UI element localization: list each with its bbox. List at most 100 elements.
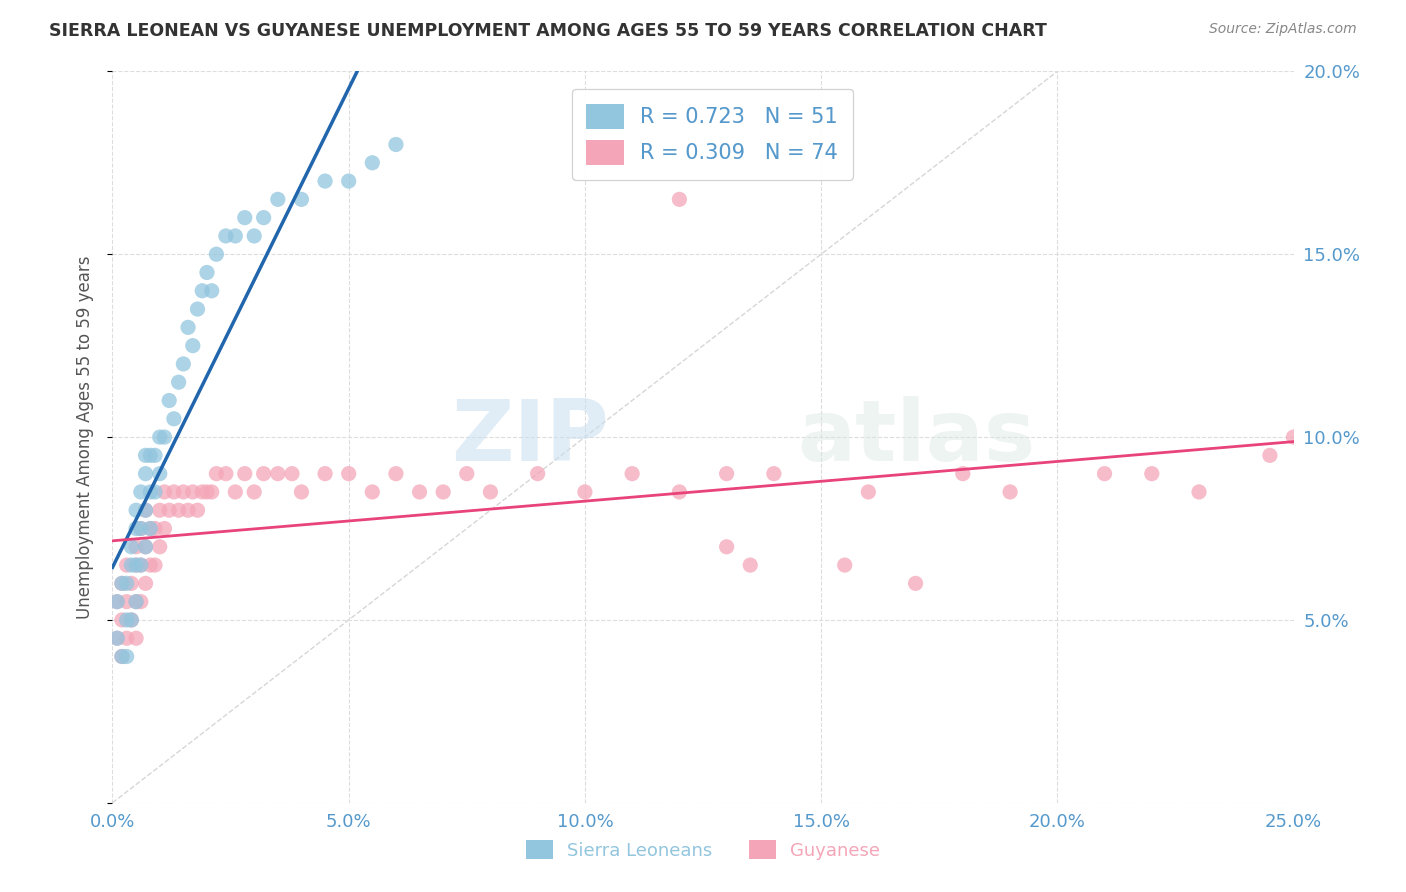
Point: [215, 467, 238, 481]
Point: [111, 649, 134, 664]
Point: [314, 174, 336, 188]
Legend: R = 0.723   N = 51, R = 0.309   N = 74: R = 0.723 N = 51, R = 0.309 N = 74: [572, 89, 853, 179]
Point: [105, 632, 128, 646]
Point: [129, 485, 152, 500]
Point: [149, 430, 172, 444]
Point: [243, 229, 266, 244]
Point: [111, 576, 134, 591]
Point: [172, 357, 194, 371]
Point: [858, 485, 880, 500]
Point: [456, 467, 478, 481]
Point: [574, 485, 596, 500]
Point: [111, 649, 134, 664]
Point: [186, 301, 208, 317]
Point: [139, 448, 162, 462]
Point: [337, 174, 360, 188]
Point: [153, 521, 176, 535]
Point: [120, 576, 142, 591]
Point: [904, 576, 927, 591]
Point: [120, 613, 142, 627]
Point: [526, 467, 548, 481]
Point: [385, 137, 408, 152]
Point: [125, 540, 148, 554]
Point: [115, 613, 138, 627]
Point: [290, 485, 312, 500]
Point: [361, 156, 384, 170]
Point: [740, 558, 762, 573]
Point: [135, 467, 157, 481]
Point: [125, 558, 148, 573]
Point: [129, 521, 152, 535]
Point: [314, 467, 336, 481]
Point: [716, 467, 738, 481]
Point: [668, 485, 690, 500]
Point: [125, 521, 148, 535]
Point: [139, 485, 162, 500]
Point: [129, 521, 152, 535]
Point: [111, 613, 134, 627]
Text: ZIP: ZIP: [451, 395, 609, 479]
Point: [129, 558, 152, 573]
Point: [191, 284, 214, 298]
Point: [716, 540, 738, 554]
Point: [115, 576, 138, 591]
Point: [253, 211, 276, 225]
Point: [233, 467, 256, 481]
Point: [337, 467, 360, 481]
Point: [125, 594, 148, 608]
Point: [143, 521, 166, 535]
Point: [125, 594, 148, 608]
Point: [290, 192, 312, 206]
Point: [105, 632, 128, 646]
Point: [139, 521, 162, 535]
Point: [1140, 467, 1163, 481]
Point: [167, 375, 190, 389]
Point: [1282, 430, 1305, 444]
Point: [129, 594, 152, 608]
Text: SIERRA LEONEAN VS GUYANESE UNEMPLOYMENT AMONG AGES 55 TO 59 YEARS CORRELATION CH: SIERRA LEONEAN VS GUYANESE UNEMPLOYMENT …: [49, 22, 1047, 40]
Point: [177, 503, 200, 517]
Point: [125, 503, 148, 517]
Point: [408, 485, 430, 500]
Point: [153, 485, 176, 500]
Point: [205, 467, 228, 481]
Point: [149, 467, 172, 481]
Point: [172, 485, 194, 500]
Point: [105, 594, 128, 608]
Point: [224, 229, 246, 244]
Point: [253, 467, 276, 481]
Point: [135, 540, 157, 554]
Point: [115, 594, 138, 608]
Point: [479, 485, 502, 500]
Point: [129, 558, 152, 573]
Point: [233, 211, 256, 225]
Point: [111, 576, 134, 591]
Point: [149, 503, 172, 517]
Point: [201, 485, 224, 500]
Point: [143, 558, 166, 573]
Point: [267, 467, 290, 481]
Point: [163, 412, 186, 426]
Text: atlas: atlas: [797, 395, 1036, 479]
Point: [186, 503, 208, 517]
Point: [834, 558, 856, 573]
Point: [125, 558, 148, 573]
Point: [157, 503, 180, 517]
Text: Source: ZipAtlas.com: Source: ZipAtlas.com: [1209, 22, 1357, 37]
Point: [267, 192, 290, 206]
Point: [215, 229, 238, 244]
Point: [224, 485, 246, 500]
Point: [1094, 467, 1116, 481]
Point: [385, 467, 408, 481]
Point: [1258, 448, 1281, 462]
Point: [243, 485, 266, 500]
Point: [361, 485, 384, 500]
Point: [143, 448, 166, 462]
Point: [115, 649, 138, 664]
Point: [762, 467, 785, 481]
Point: [115, 558, 138, 573]
Point: [167, 503, 190, 517]
Point: [120, 558, 142, 573]
Point: [149, 540, 172, 554]
Point: [191, 485, 214, 500]
